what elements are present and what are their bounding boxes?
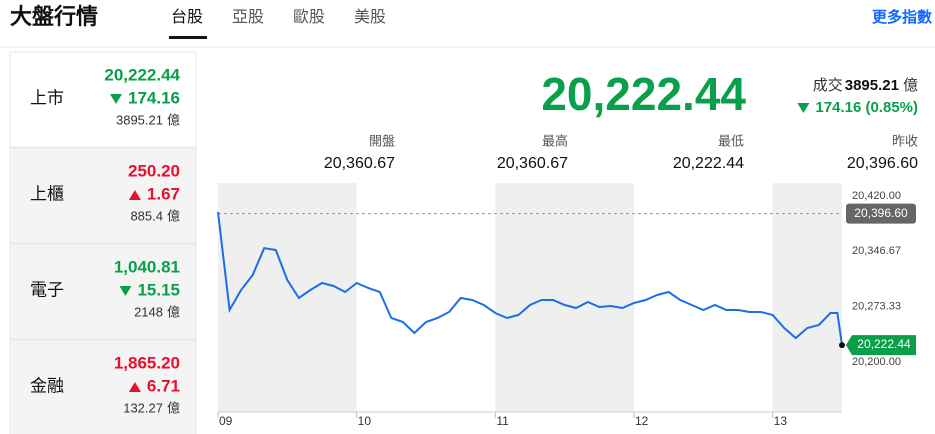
- reference-label: 20,396.60: [854, 206, 908, 220]
- y-tick-label: 20,200.00: [852, 356, 901, 368]
- market-price: 20,222.44: [104, 65, 180, 84]
- more-link[interactable]: 更多指數: [872, 8, 932, 26]
- last-tag: [846, 335, 916, 356]
- tab[interactable]: 歐股: [293, 8, 325, 26]
- market-name: 上市: [30, 88, 64, 107]
- stat-label: 最高: [542, 133, 568, 148]
- y-tick-label: 20,346.67: [852, 245, 901, 257]
- market-change: 15.15: [137, 280, 180, 299]
- change-arrow: [119, 286, 132, 296]
- stat-value: 20,360.67: [324, 155, 395, 172]
- summary-price: 20,222.44: [541, 68, 746, 120]
- tab[interactable]: 亞股: [232, 8, 264, 26]
- summary-arrow: [797, 103, 810, 113]
- change-arrow: [128, 382, 141, 392]
- x-tick-label: 11: [496, 414, 509, 428]
- market-change: 1.67: [147, 184, 180, 203]
- market-volume-unit: 億: [167, 400, 180, 415]
- tab[interactable]: 美股: [354, 8, 386, 26]
- stat-label: 開盤: [369, 133, 395, 148]
- market-volume-unit: 億: [167, 112, 180, 127]
- x-tick-label: 12: [635, 414, 649, 428]
- market-price: 1,040.81: [114, 257, 180, 276]
- market-change: 174.16: [128, 88, 180, 107]
- market-row[interactable]: [9, 243, 197, 340]
- tab[interactable]: 台股: [171, 8, 203, 26]
- market-change: 6.71: [147, 376, 180, 395]
- change-arrow: [110, 94, 122, 104]
- y-tick-label: 20,420.00: [852, 190, 901, 202]
- market-price: 1,865.20: [114, 353, 180, 372]
- market-volume: 2148: [134, 304, 163, 319]
- price-line: [217, 211, 843, 346]
- stat-label: 最低: [718, 133, 744, 148]
- market-volume: 885.4: [130, 208, 163, 223]
- summary-volume-label: 成交: [813, 76, 843, 94]
- market-name: 上櫃: [30, 184, 64, 203]
- summary-change: 174.16 (0.85%): [815, 99, 918, 116]
- market-row[interactable]: [9, 51, 197, 148]
- reference-tag: [846, 203, 916, 224]
- market-row[interactable]: [9, 147, 197, 244]
- summary-volume-unit: 億: [903, 77, 918, 94]
- last-label: 20,222.44: [857, 337, 911, 351]
- market-volume: 3895.21: [116, 112, 163, 127]
- market-row[interactable]: [9, 339, 197, 434]
- last-dot: [839, 342, 845, 349]
- market-volume-unit: 億: [167, 208, 180, 223]
- market-name: 電子: [30, 280, 64, 299]
- session-band: [495, 183, 634, 412]
- summary-volume: 3895.21: [845, 77, 899, 94]
- stat-value: 20,222.44: [673, 155, 744, 172]
- y-tick-label: 20,273.33: [852, 301, 901, 313]
- stat-label: 昨收: [892, 133, 918, 148]
- stat-value: 20,396.60: [847, 155, 918, 172]
- market-name: 金融: [30, 376, 64, 395]
- tab-underline: [169, 36, 207, 39]
- x-tick-label: 09: [219, 414, 233, 428]
- market-price: 250.20: [128, 161, 180, 180]
- market-volume-unit: 億: [167, 304, 180, 319]
- stat-value: 20,360.67: [497, 155, 568, 172]
- widget-title: 大盤行情: [10, 4, 98, 29]
- market-volume: 132.27: [123, 400, 163, 415]
- change-arrow: [128, 190, 141, 200]
- x-tick-label: 13: [774, 414, 788, 428]
- x-tick-label: 10: [358, 414, 372, 428]
- session-band: [218, 183, 357, 412]
- session-band: [772, 183, 842, 412]
